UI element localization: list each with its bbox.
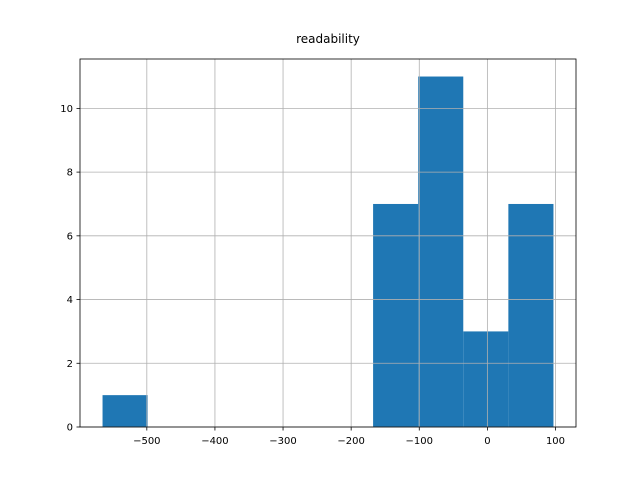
chart-title: readability — [296, 32, 360, 46]
bar — [508, 203, 554, 427]
bar — [463, 331, 509, 427]
y-tick-label: 4 — [67, 295, 73, 306]
x-tick-label: −400 — [201, 436, 228, 447]
x-tick-label: −100 — [406, 436, 433, 447]
bar — [102, 395, 148, 427]
x-tick-label: −500 — [133, 436, 160, 447]
x-tick-label: 0 — [484, 436, 490, 447]
y-tick-label: 2 — [67, 359, 73, 370]
bar — [418, 76, 464, 428]
x-tick-label: −200 — [337, 436, 364, 447]
x-tick-label: −300 — [269, 436, 296, 447]
y-tick-label: 6 — [67, 231, 73, 242]
x-tick-label: 100 — [546, 436, 565, 447]
plot-frame — [79, 58, 577, 428]
y-tick-label: 10 — [60, 104, 73, 115]
bar — [373, 203, 419, 427]
y-tick-label: 8 — [67, 168, 73, 179]
y-tick-label: 0 — [67, 423, 73, 434]
